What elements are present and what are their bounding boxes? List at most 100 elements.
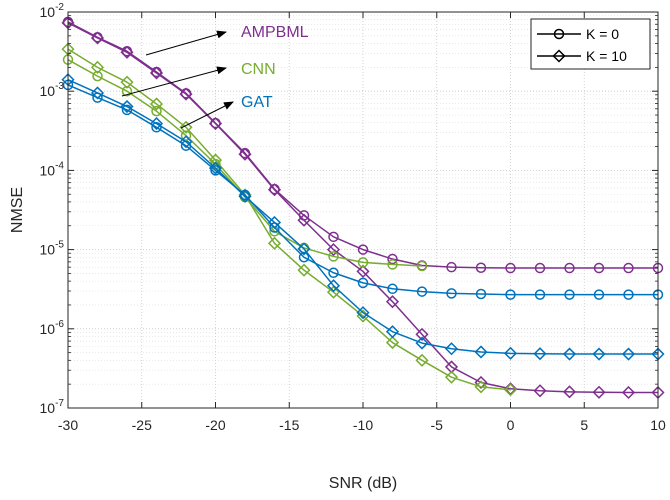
data-point-ampbml-k0 [446,261,457,273]
data-point-ampbml-k10 [474,375,488,390]
data-point-gat-k0 [210,165,221,176]
data-point-gat-k10 [326,279,341,293]
data-point-cnn-k10 [297,263,311,277]
data-point-cnn-k0 [180,130,192,141]
data-point-ampbml-k10 [415,327,429,341]
tick-labels: 10-7 10-6 10-5 10-4 10-3 10-2 -30 -25 -20 -15 -10 -… [40,2,666,433]
data-point-ampbml-k0 [623,262,634,274]
y-tick-label: 10-4 [40,160,65,178]
y-tick-label: 10-7 [40,398,65,416]
x-tick-label: -15 [279,417,299,433]
y-axis-label: NMSE [9,187,26,233]
data-point-cnn-k10 [503,383,518,397]
data-point-ampbml-k10 [120,45,134,59]
data-point-gat-k0 [298,252,310,263]
data-point-gat-k0 [534,289,546,300]
y-tick-label: 10-3 [40,81,65,99]
data-point-cnn-k0 [151,105,162,117]
data-point-gat-k10 [149,117,164,131]
data-point-gat-k10 [267,215,282,230]
data-point-gat-k10 [415,336,429,350]
data-point-gat-k10 [208,161,223,175]
data-point-ampbml-k10 [267,183,282,197]
series-line-cnn-k10 [67,48,511,391]
data-point-gat-k10 [90,86,105,100]
series-line-gat-k10 [67,78,658,355]
x-tick-label: 0 [507,417,515,433]
data-point-cnn-k10 [385,336,400,350]
data-point-ampbml-k10 [356,264,370,278]
annotations: AMPBML CNN GAT [121,24,309,129]
x-tick-label: -5 [431,417,444,433]
data-point-cnn-k10 [474,380,488,394]
data-point-ampbml-k10 [621,385,636,400]
data-point-ampbml-k0 [357,244,369,255]
data-point-ampbml-k10 [90,31,105,45]
x-tick-label: -10 [353,417,373,433]
data-point-gat-k0 [623,289,634,300]
series-line-gat-k0 [67,84,658,296]
data-point-gat-k10 [444,342,459,356]
data-point-cnn-k10 [444,370,459,384]
data-point-gat-k10 [297,242,311,256]
annotation-arrow-gat [180,101,234,129]
series-layer [61,16,665,400]
data-point-ampbml-k10 [533,384,547,398]
legend: K = 0 K = 10 [530,18,651,70]
legend-marker-circle [553,28,565,40]
x-tick-label: 10 [650,417,666,433]
annotation-ampbml: AMPBML [241,24,309,41]
ticks [67,11,659,409]
annotation-arrow-cnn [121,66,227,97]
x-tick-label: -25 [132,417,152,433]
data-point-ampbml-k10 [297,213,311,227]
data-point-ampbml-k10 [592,385,606,399]
data-point-cnn-k10 [149,97,164,111]
data-point-ampbml-k0 [475,262,487,273]
data-point-gat-k0 [475,288,487,300]
data-point-gat-k0 [357,277,369,289]
data-point-cnn-k10 [179,120,193,134]
data-point-gat-k0 [564,289,575,300]
data-point-gat-k10 [385,325,400,339]
data-point-gat-k10 [120,99,134,114]
y-tick-label: 10-6 [40,319,65,337]
data-point-cnn-k0 [328,251,339,262]
data-point-ampbml-k10 [208,117,223,131]
y-tick-label: 10-2 [40,2,65,20]
data-point-ampbml-k0 [387,253,398,265]
data-point-cnn-k10 [326,285,341,299]
data-point-ampbml-k10 [179,87,193,101]
data-point-gat-k10 [356,306,370,320]
data-point-ampbml-k10 [326,243,341,257]
legend-label-k0: K = 0 [586,26,619,42]
data-point-ampbml-k0 [534,262,546,274]
data-point-gat-k10 [533,347,547,361]
x-axis-label: SNR (dB) [329,475,397,492]
x-tick-label: 5 [580,417,588,433]
data-point-cnn-k0 [92,70,103,82]
annotation-cnn: CNN [241,61,276,78]
data-point-cnn-k10 [120,75,134,89]
data-point-gat-k10 [562,347,577,361]
data-point-ampbml-k10 [562,385,577,399]
data-point-gat-k0 [328,267,339,279]
data-point-ampbml-k10 [238,147,252,161]
data-point-cnn-k10 [267,236,282,250]
legend-box [530,18,651,70]
data-point-ampbml-k0 [328,231,339,243]
data-point-gat-k0 [505,289,516,300]
data-point-ampbml-k0 [593,262,605,274]
annotation-gat: GAT [241,94,273,111]
series-gat-k10 [61,73,665,361]
x-tick-label: -30 [58,417,78,433]
data-point-gat-k10 [621,347,636,361]
data-point-gat-k0 [593,289,605,300]
data-point-ampbml-k0 [505,262,516,274]
data-point-cnn-k10 [415,353,429,367]
data-point-gat-k10 [179,135,193,149]
y-tick-label: 10-5 [40,240,65,258]
data-point-gat-k0 [416,286,428,297]
data-point-cnn-k0 [387,259,398,270]
